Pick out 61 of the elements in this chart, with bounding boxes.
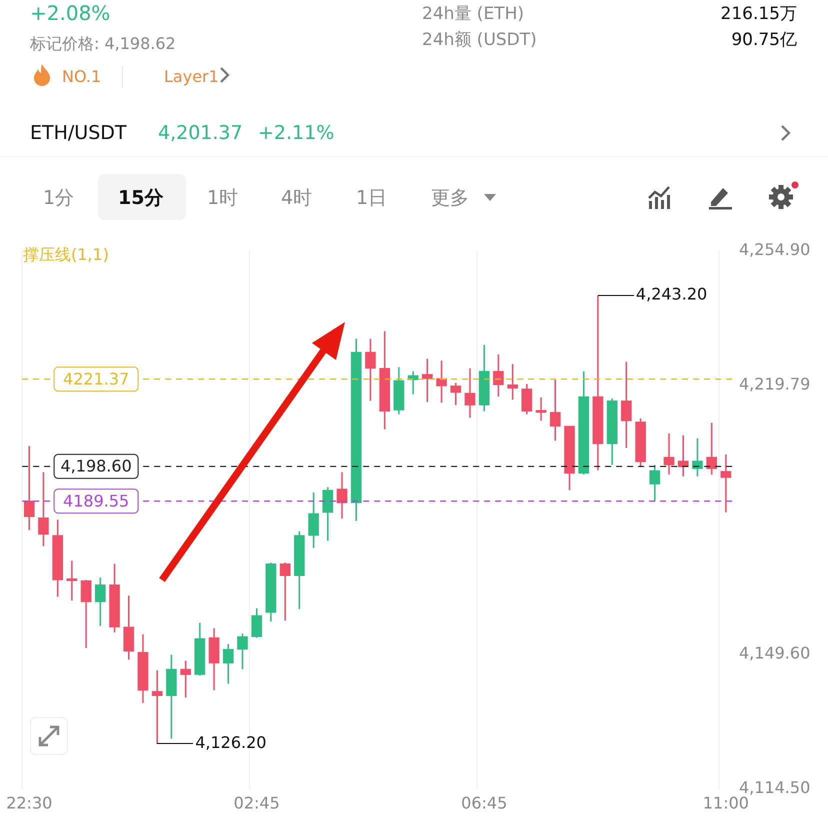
candlestick (66, 560, 78, 602)
text: 1分 (43, 187, 74, 209)
ref-line-label: 4,198.60 (60, 456, 132, 476)
candlestick (322, 486, 334, 542)
text: +2.11% (258, 122, 334, 144)
text: 4时 (281, 187, 312, 209)
text: 1时 (207, 187, 238, 209)
text: 90.75亿 (731, 30, 797, 50)
legend-title: 撑压线(1,1) (23, 245, 109, 266)
candlestick (152, 670, 163, 745)
candlestick (450, 382, 462, 406)
text: 24h额 (USDT) (422, 30, 537, 50)
annotation: 4,243.20 (636, 284, 708, 304)
candlestick (522, 383, 532, 416)
candlestick (507, 363, 518, 400)
candlestick (251, 608, 262, 639)
text: 24h量 (ETH) (422, 4, 524, 24)
text: NO.1 (62, 67, 102, 86)
text: 216.15万 (720, 4, 797, 24)
x-tick-label: 06:45 (461, 794, 508, 813)
candlestick (408, 370, 418, 396)
y-tick-label: 4,219.79 (739, 374, 810, 394)
candlestick (94, 576, 106, 627)
candlestick (222, 643, 234, 685)
candlestick (720, 454, 732, 514)
x-tick-label: 22:30 (6, 794, 52, 813)
text: Layer1 (164, 67, 219, 86)
candlestick (706, 422, 718, 476)
candlestick (649, 464, 660, 502)
candlestick (621, 361, 632, 449)
candlestick (24, 445, 35, 531)
candlestick (493, 354, 504, 398)
ref-line-label: 4189.55 (63, 491, 130, 510)
candlestick (464, 368, 476, 418)
y-tick-label: 4,254.90 (739, 240, 810, 259)
candlestick (280, 562, 290, 622)
y-tick-label: 4,149.60 (739, 643, 810, 662)
candlestick (180, 660, 191, 698)
text: 1日 (356, 187, 388, 209)
candlestick (692, 438, 703, 478)
text: 更多 (431, 187, 469, 209)
candlestick (80, 579, 92, 649)
candlestick (436, 360, 447, 404)
candlestick (550, 379, 561, 442)
candlestick (308, 492, 319, 549)
ref-line-label: 4221.37 (63, 369, 130, 388)
candlestick (422, 358, 433, 403)
candlestick (365, 338, 376, 402)
candlestick (664, 432, 674, 476)
text: +2.08% (30, 1, 110, 25)
candlestick (336, 471, 348, 520)
text: 4,201.37 (158, 122, 243, 144)
candlestick (237, 632, 248, 670)
candlestick (678, 434, 689, 478)
candlestick (38, 471, 49, 547)
candlestick (536, 396, 546, 422)
chart-title: ETH/USDT (30, 121, 127, 146)
annotation: 4,126.20 (195, 733, 266, 752)
text: 15分 (118, 187, 164, 209)
text: 标记价格: 4,198.62 (30, 34, 176, 53)
x-tick-label: 02:45 (234, 794, 280, 813)
